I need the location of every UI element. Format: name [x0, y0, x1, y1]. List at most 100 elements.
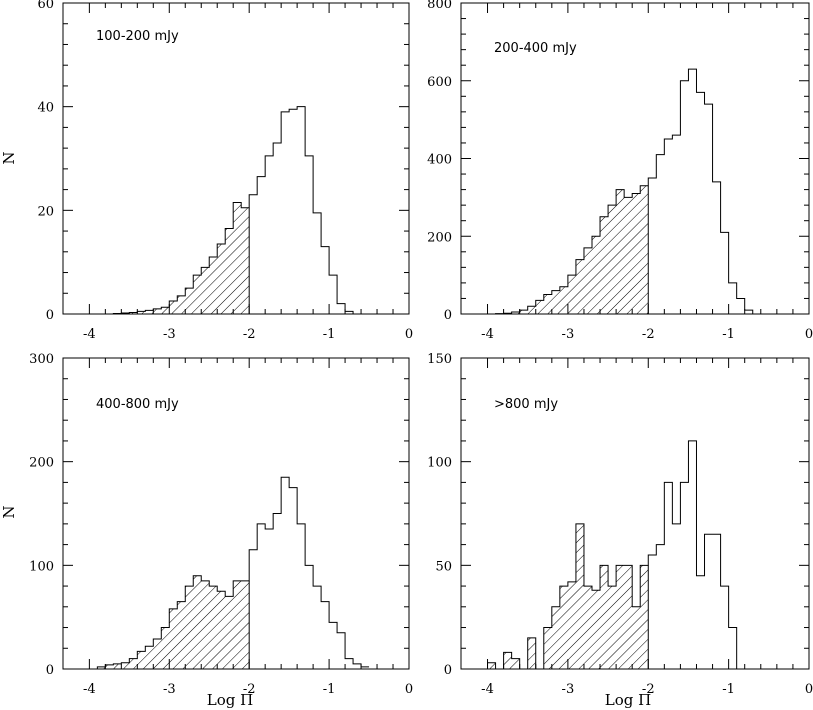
- histogram-bin: [193, 275, 201, 314]
- histogram-bin: [353, 664, 361, 669]
- histogram-bin: [680, 482, 688, 669]
- x-tick-label: 0: [405, 682, 413, 697]
- x-tick-label: -3: [562, 327, 575, 342]
- y-tick-label: 40: [37, 101, 54, 116]
- histogram-bin: [241, 208, 249, 314]
- x-tick-label: -1: [323, 682, 336, 697]
- histogram-bin: [201, 581, 209, 669]
- histogram-bin: [217, 244, 225, 314]
- hatched-region: [487, 523, 649, 669]
- histogram-bin: [145, 646, 153, 669]
- histogram-bin: [345, 659, 353, 669]
- histogram-bin: [584, 586, 592, 669]
- histogram-bin: [721, 232, 729, 314]
- x-tick-label: -1: [722, 682, 735, 697]
- x-tick-label: -3: [562, 682, 575, 697]
- histogram-bin: [217, 591, 225, 669]
- y-tick-label: 800: [427, 0, 452, 12]
- histogram-bin: [504, 652, 512, 669]
- histogram-bin: [137, 651, 145, 669]
- histogram-outline: [487, 440, 745, 670]
- histogram-bin: [329, 275, 337, 314]
- histogram-bin: [313, 586, 321, 669]
- histogram-bin: [672, 135, 680, 314]
- histogram-bin: [560, 586, 568, 669]
- histogram-bin: [576, 524, 584, 669]
- histogram-bin: [624, 197, 632, 314]
- x-tick-label: -3: [163, 682, 176, 697]
- histogram-bin: [337, 304, 345, 314]
- histogram-bin: [289, 488, 297, 669]
- histogram-bin: [249, 195, 257, 314]
- histogram-outline: [89, 106, 370, 315]
- y-axis-label: N: [0, 505, 18, 518]
- hatched-region: [89, 202, 250, 314]
- plot-frame: [460, 357, 810, 670]
- histogram-bin: [169, 301, 177, 314]
- histogram-bin: [321, 247, 329, 314]
- x-tick-label: -4: [481, 682, 494, 697]
- histogram-bin: [289, 109, 297, 314]
- histogram-bin: [648, 178, 656, 314]
- histogram-bin: [201, 267, 209, 314]
- histogram-bin: [233, 581, 241, 669]
- x-tick-label: -1: [323, 327, 336, 342]
- histogram-bin: [544, 628, 552, 669]
- y-tick-label: 60: [37, 0, 54, 12]
- histogram-bin: [600, 565, 608, 669]
- histogram-bin: [688, 441, 696, 669]
- x-tick-label: -1: [722, 327, 735, 342]
- histogram-bin: [600, 217, 608, 314]
- histogram-bin: [536, 300, 544, 314]
- histogram-bin: [688, 69, 696, 314]
- histogram-bin: [640, 565, 648, 669]
- histogram-bin: [616, 190, 624, 314]
- panel-title: 400-800 mJy: [96, 397, 179, 412]
- panel-title: 200-400 mJy: [494, 41, 577, 56]
- x-tick-label: -2: [243, 327, 256, 342]
- panel-100-200-mjy: 100-200 mJy N -4 -3 -2 -1 0 0 20 40 60: [0, 0, 413, 342]
- histogram-bin: [265, 529, 273, 669]
- histogram-bin: [721, 586, 729, 669]
- histogram-bin: [656, 155, 664, 314]
- histogram-bin: [297, 524, 305, 669]
- histogram-bin: [241, 581, 249, 669]
- y-tick-label: 200: [29, 456, 54, 471]
- histogram-bin: [648, 555, 656, 669]
- histogram-bin: [696, 576, 704, 669]
- y-tick-label: 50: [435, 559, 452, 574]
- histogram-bin: [193, 576, 201, 669]
- y-tick-label: 600: [427, 75, 452, 90]
- y-tick-label: 0: [46, 308, 54, 323]
- x-tick-label: -2: [243, 682, 256, 697]
- x-tick-label: -4: [83, 327, 96, 342]
- y-tick-label: 400: [427, 153, 452, 168]
- histogram-bin: [337, 633, 345, 669]
- y-tick-label: 20: [37, 204, 54, 219]
- histogram-bin: [153, 639, 161, 669]
- histogram-bin: [273, 143, 281, 314]
- histogram-bin: [745, 310, 753, 314]
- y-tick-label: 0: [46, 663, 54, 678]
- y-tick-label: 200: [427, 230, 452, 245]
- histogram-bin: [696, 92, 704, 314]
- histogram-bin: [273, 514, 281, 670]
- histogram-bin: [257, 177, 265, 314]
- panel-400-800-mjy: 400-800 mJy N Log Π -4 -3 -2 -1 0 0 100 200 300: [0, 352, 413, 709]
- y-tick-label: 100: [29, 559, 54, 574]
- histogram-bin: [560, 287, 568, 314]
- histogram-bin: [729, 628, 737, 669]
- histogram-bin: [592, 236, 600, 314]
- histogram-bin: [177, 296, 185, 314]
- histogram-bin: [664, 482, 672, 669]
- plot-frame: [62, 357, 410, 670]
- histogram-bin: [177, 602, 185, 669]
- y-tick-label: 150: [427, 352, 452, 367]
- histogram-bin: [249, 550, 257, 669]
- histogram-bin: [225, 228, 233, 314]
- histogram-bin: [113, 664, 121, 669]
- panel-title: >800 mJy: [494, 397, 558, 412]
- histogram-bin: [161, 628, 169, 669]
- x-tick-label: -4: [83, 682, 96, 697]
